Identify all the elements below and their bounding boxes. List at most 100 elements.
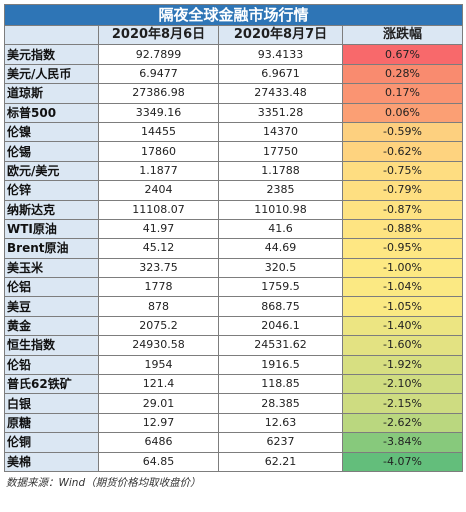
table-row: 美玉米 323.75 320.5 -1.00%: [4, 257, 464, 279]
table-row: 伦锡 17860 17750 -0.62%: [4, 141, 464, 162]
market-table: 隔夜全球金融市场行情 2020年8月6日 2020年8月7日 涨跌幅 美元指数 9…: [3, 4, 464, 472]
row-value-date-2: 27433.48: [218, 83, 343, 104]
row-value-date-1: 2075.2: [98, 315, 219, 337]
table-row: 白银 29.01 28.385 -2.15%: [4, 393, 464, 414]
table-row: WTI原油 41.97 41.6 -0.88%: [4, 218, 464, 240]
row-name: 美豆: [4, 296, 99, 317]
header-date-1: 2020年8月6日: [98, 24, 219, 46]
row-name: 原糖: [4, 412, 99, 434]
row-name: 道琼斯: [4, 83, 99, 104]
row-change: -1.92%: [341, 354, 464, 376]
row-value-date-1: 2404: [98, 180, 219, 201]
table-row: 伦铝 1778 1759.5 -1.04%: [4, 277, 464, 298]
table-row: 伦锌 2404 2385 -0.79%: [4, 180, 464, 201]
row-value-date-1: 41.97: [98, 218, 219, 240]
row-change: -1.00%: [341, 257, 464, 279]
row-change: -2.62%: [341, 412, 464, 434]
table-row: 道琼斯 27386.98 27433.48 0.17%: [4, 83, 464, 104]
row-name: 美元指数: [4, 44, 99, 65]
row-value-date-1: 17860: [98, 141, 219, 162]
table-title: 隔夜全球金融市场行情: [3, 4, 464, 26]
row-change: -0.88%: [341, 218, 464, 240]
row-value-date-1: 24930.58: [98, 335, 219, 356]
row-change: -4.07%: [341, 451, 464, 472]
row-value-date-2: 12.63: [218, 412, 343, 434]
table-row: 欧元/美元 1.1877 1.1788 -0.75%: [4, 160, 464, 182]
row-value-date-1: 27386.98: [98, 83, 219, 104]
header-blank: [4, 24, 99, 46]
row-change: -1.40%: [341, 315, 464, 337]
table-row: 纳斯达克 11108.07 11010.98 -0.87%: [4, 199, 464, 220]
row-name: 恒生指数: [4, 335, 99, 356]
table-row: 伦铅 1954 1916.5 -1.92%: [4, 354, 464, 376]
table-row: 恒生指数 24930.58 24531.62 -1.60%: [4, 335, 464, 356]
row-change: -2.10%: [341, 374, 464, 395]
table-row: 普氏62铁矿 121.4 118.85 -2.10%: [4, 374, 464, 395]
row-change: 0.06%: [341, 102, 464, 123]
row-value-date-2: 41.6: [218, 218, 343, 240]
row-name: 欧元/美元: [4, 160, 99, 182]
row-value-date-1: 12.97: [98, 412, 219, 434]
table-row: 美豆 878 868.75 -1.05%: [4, 296, 464, 317]
row-name: 美棉: [4, 451, 99, 472]
row-name: 伦锌: [4, 180, 99, 201]
row-value-date-2: 3351.28: [218, 102, 343, 123]
row-value-date-2: 2385: [218, 180, 343, 201]
row-change: -3.84%: [341, 432, 464, 453]
header-row: 2020年8月6日 2020年8月7日 涨跌幅: [4, 24, 464, 46]
table-body: 美元指数 92.7899 93.4133 0.67% 美元/人民币 6.9477 6.967…: [4, 44, 464, 472]
row-value-date-2: 6237: [218, 432, 343, 453]
row-value-date-2: 17750: [218, 141, 343, 162]
row-name: 白银: [4, 393, 99, 414]
row-change: -0.79%: [341, 180, 464, 201]
row-change: -0.95%: [341, 238, 464, 259]
row-name: WTI原油: [4, 218, 99, 240]
row-value-date-2: 1916.5: [218, 354, 343, 376]
row-value-date-2: 2046.1: [218, 315, 343, 337]
row-value-date-2: 320.5: [218, 257, 343, 279]
row-change: -0.87%: [341, 199, 464, 220]
row-value-date-1: 6.9477: [98, 63, 219, 85]
row-value-date-2: 1.1788: [218, 160, 343, 182]
row-name: 伦铝: [4, 277, 99, 298]
row-change: -2.15%: [341, 393, 464, 414]
row-value-date-2: 11010.98: [218, 199, 343, 220]
source-note: 数据来源：Wind（期货价格均取收盘价）: [6, 476, 201, 489]
row-name: 美玉米: [4, 257, 99, 279]
row-value-date-1: 1.1877: [98, 160, 219, 182]
row-value-date-1: 45.12: [98, 238, 219, 259]
row-name: 标普500: [4, 102, 99, 123]
row-value-date-2: 868.75: [218, 296, 343, 317]
table-row: 标普500 3349.16 3351.28 0.06%: [4, 102, 464, 123]
header-date-2: 2020年8月7日: [218, 24, 343, 46]
row-value-date-2: 14370: [218, 121, 343, 143]
header-change: 涨跌幅: [341, 24, 464, 46]
row-value-date-1: 1778: [98, 277, 219, 298]
row-value-date-2: 6.9671: [218, 63, 343, 85]
row-change: -1.04%: [341, 277, 464, 298]
row-name: Brent原油: [4, 238, 99, 259]
table-row: Brent原油 45.12 44.69 -0.95%: [4, 238, 464, 259]
row-value-date-2: 1759.5: [218, 277, 343, 298]
row-change: -1.60%: [341, 335, 464, 356]
row-value-date-2: 24531.62: [218, 335, 343, 356]
row-value-date-1: 878: [98, 296, 219, 317]
row-value-date-2: 44.69: [218, 238, 343, 259]
table-row: 伦铜 6486 6237 -3.84%: [4, 432, 464, 453]
row-value-date-1: 14455: [98, 121, 219, 143]
row-value-date-2: 62.21: [218, 451, 343, 472]
row-value-date-2: 118.85: [218, 374, 343, 395]
row-value-date-1: 92.7899: [98, 44, 219, 65]
row-change: -0.62%: [341, 141, 464, 162]
row-value-date-1: 323.75: [98, 257, 219, 279]
row-name: 普氏62铁矿: [4, 374, 99, 395]
row-name: 美元/人民币: [4, 63, 99, 85]
row-name: 伦镍: [4, 121, 99, 143]
row-name: 黄金: [4, 315, 99, 337]
row-change: 0.28%: [341, 63, 464, 85]
market-table-container: 隔夜全球金融市场行情 2020年8月6日 2020年8月7日 涨跌幅 美元指数 9…: [3, 4, 464, 490]
row-name: 伦铅: [4, 354, 99, 376]
row-change: -0.59%: [341, 121, 464, 143]
row-change: -1.05%: [341, 296, 464, 317]
row-value-date-1: 1954: [98, 354, 219, 376]
